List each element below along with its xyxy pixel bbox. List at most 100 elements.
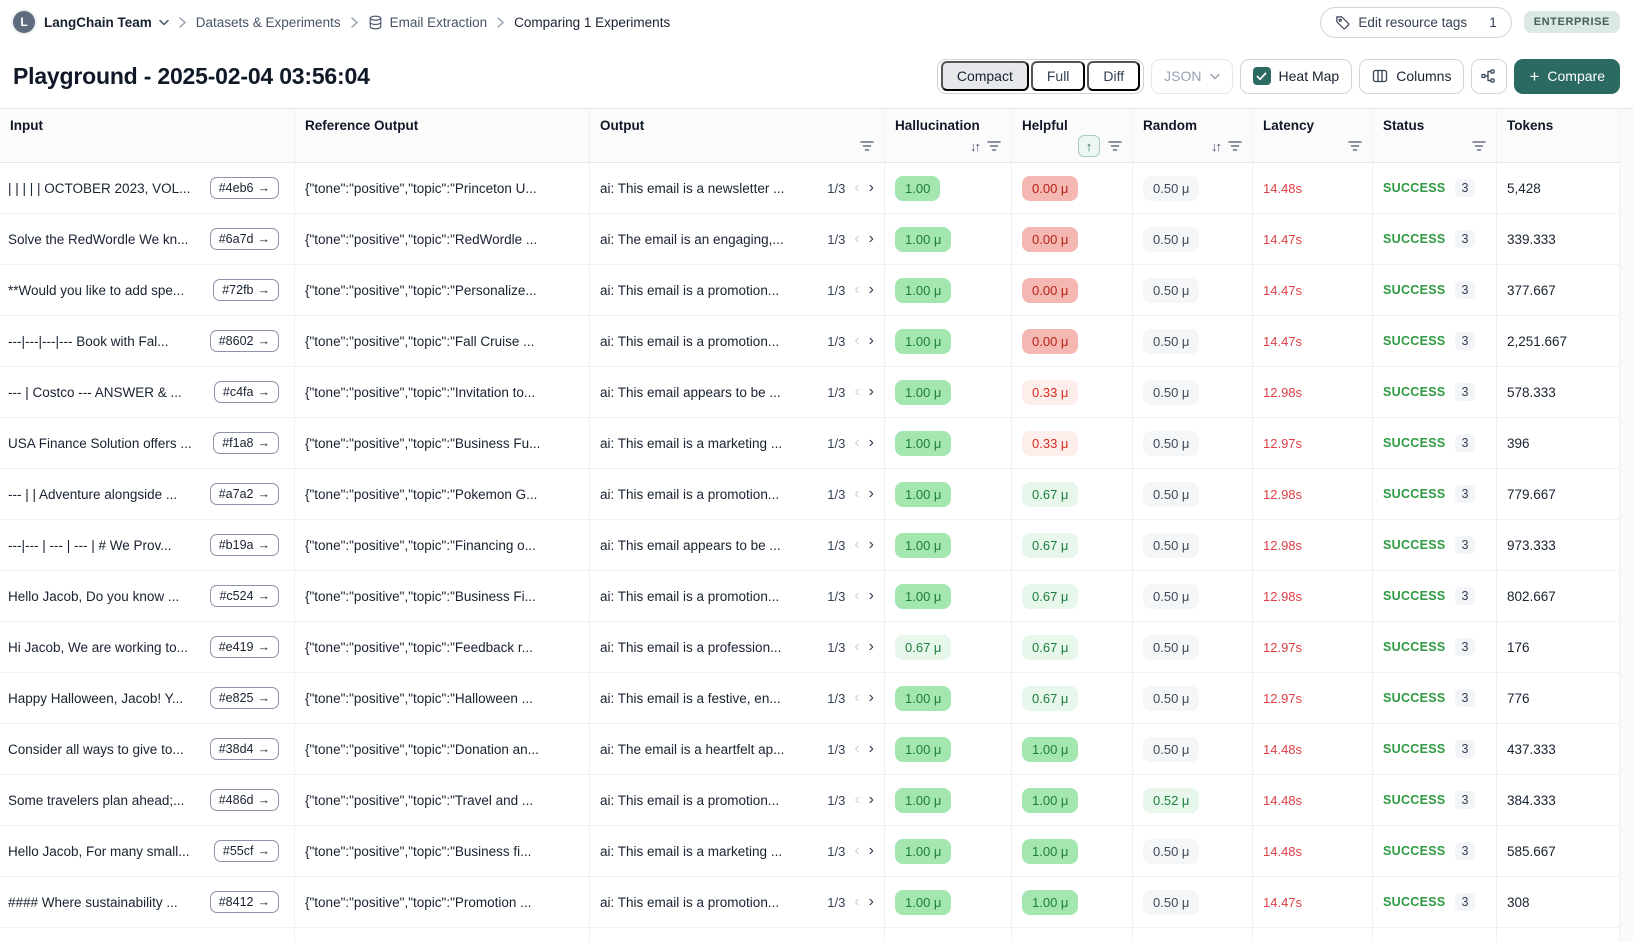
chevron-right-icon[interactable]: › — [868, 179, 874, 196]
example-id-link[interactable]: #e825 → — [209, 687, 279, 709]
edit-resource-tags-button[interactable]: Edit resource tags 1 — [1320, 6, 1512, 38]
chevron-right-icon[interactable]: › — [868, 638, 874, 655]
column-header-latency: Latency — [1253, 109, 1373, 162]
chevron-right-icon[interactable]: › — [868, 485, 874, 502]
chevron-right-icon[interactable]: › — [868, 587, 874, 604]
tree-view-button[interactable] — [1471, 58, 1508, 94]
chevron-right-icon[interactable]: › — [868, 740, 874, 757]
example-id-link[interactable]: #38d4 → — [209, 738, 279, 760]
reference-output-cell: {"tone":"positive","topic":"Invitation t… — [295, 367, 590, 417]
chevron-right-icon[interactable]: › — [868, 434, 874, 451]
reference-output-text: {"tone":"positive","topic":"Fall Cruise … — [305, 333, 535, 349]
chevron-left-icon[interactable]: ‹ — [854, 230, 860, 247]
chevron-left-icon[interactable]: ‹ — [854, 689, 860, 706]
chevron-right-icon[interactable]: › — [868, 332, 874, 349]
chevron-left-icon[interactable]: ‹ — [854, 383, 860, 400]
repetition-pager: 1/3 ‹ › — [827, 588, 874, 604]
table-row[interactable]: Hello Jacob, For many small... #55cf → {… — [0, 826, 1620, 877]
table-row[interactable]: --- | Costco --- ANSWER & ... #c4fa → {"… — [0, 367, 1620, 418]
chevron-left-icon[interactable]: ‹ — [854, 740, 860, 757]
table-row[interactable]: Hi Jacob, We are working to... #e419 → {… — [0, 622, 1620, 673]
json-format-dropdown[interactable]: JSON — [1151, 58, 1233, 94]
chevron-left-icon[interactable]: ‹ — [854, 791, 860, 808]
run-count-chip: 3 — [1454, 893, 1476, 911]
filter-icon[interactable] — [1348, 140, 1362, 152]
chevron-left-icon[interactable]: ‹ — [854, 842, 860, 859]
compare-label: Compare — [1547, 68, 1605, 84]
sort-icon[interactable]: ↓↑ — [1211, 138, 1222, 154]
table-row[interactable]: | | | | | OCTOBER 2023, VOL... #4eb6 → {… — [0, 163, 1620, 214]
example-id-link[interactable]: #c4fa → — [213, 381, 279, 403]
example-id-link[interactable]: #f1a8 → — [213, 432, 279, 454]
table-row[interactable]: Solve the RedWordle We kn... #6a7d → {"t… — [0, 214, 1620, 265]
chevron-left-icon[interactable]: ‹ — [854, 638, 860, 655]
table-row[interactable]: --- | | Adventure alongside ... #a7a2 → … — [0, 469, 1620, 520]
example-id-link[interactable]: #55cf → — [213, 840, 279, 862]
chevron-down-icon[interactable] — [159, 19, 169, 26]
chevron-right-icon[interactable]: › — [868, 842, 874, 859]
example-id-link[interactable]: #6a7d → — [209, 228, 279, 250]
repetition-pager: 1/3 ‹ › — [827, 282, 874, 298]
table-row[interactable]: #### Where sustainability ... #8412 → {"… — [0, 877, 1620, 928]
checkbox-checked-icon[interactable] — [1252, 67, 1271, 85]
chevron-left-icon[interactable]: ‹ — [854, 893, 860, 910]
filter-icon[interactable] — [1472, 140, 1486, 152]
tokens-cell: 973.333 — [1497, 520, 1620, 570]
chevron-left-icon[interactable]: ‹ — [854, 179, 860, 196]
helpful-score-badge: 0.00 μ — [1022, 277, 1079, 303]
example-id: #f1a8 — [222, 436, 254, 450]
table-row[interactable]: ---|---|---|--- Book with Fal... #8602 →… — [0, 316, 1620, 367]
example-id-link[interactable]: #c524 → — [210, 585, 279, 607]
example-id-link[interactable]: #486d → — [209, 789, 279, 811]
example-id-link[interactable]: #a7a2 → — [209, 483, 279, 505]
sort-ascending-active-icon[interactable]: ↑ — [1078, 135, 1100, 157]
chevron-right-icon[interactable]: › — [868, 536, 874, 553]
breadcrumb-org[interactable]: LangChain Team — [44, 14, 152, 30]
heat-map-label: Heat Map — [1278, 68, 1340, 84]
chevron-right-icon[interactable]: › — [868, 383, 874, 400]
chevron-right-icon[interactable]: › — [868, 230, 874, 247]
table-row[interactable]: Some travelers plan ahead;... #486d → {"… — [0, 775, 1620, 826]
tab-diff[interactable]: Diff — [1087, 61, 1141, 91]
table-row[interactable]: ---|--- | --- | --- | # We Prov... #b19a… — [0, 520, 1620, 571]
sort-icon[interactable]: ↓↑ — [970, 138, 981, 154]
chevron-right-icon[interactable]: › — [868, 281, 874, 298]
chevron-left-icon[interactable]: ‹ — [854, 536, 860, 553]
table-row[interactable]: Hello Jacob, Do you know ... #c524 → {"t… — [0, 571, 1620, 622]
compare-button[interactable]: + Compare — [1514, 58, 1620, 94]
chevron-right-icon[interactable]: › — [868, 689, 874, 706]
chevron-left-icon[interactable]: ‹ — [854, 281, 860, 298]
tab-compact[interactable]: Compact — [940, 61, 1029, 91]
example-id-link[interactable]: #8412 → — [209, 891, 279, 913]
example-id-link[interactable]: #8602 → — [209, 330, 279, 352]
breadcrumb-datasets[interactable]: Datasets & Experiments — [195, 14, 341, 30]
latency-cell: 12.97s — [1253, 673, 1373, 723]
table-row[interactable]: USA Finance Solution offers ... #f1a8 → … — [0, 418, 1620, 469]
chevron-left-icon[interactable]: ‹ — [854, 587, 860, 604]
table-row[interactable]: **Would you like to add spe... #72fb → {… — [0, 265, 1620, 316]
filter-icon[interactable] — [860, 140, 874, 152]
example-id-link[interactable]: #72fb → — [213, 279, 279, 301]
example-id-link[interactable]: #b19a → — [209, 534, 279, 556]
chevron-right-icon[interactable]: › — [868, 791, 874, 808]
breadcrumb-dataset-name[interactable]: Email Extraction — [389, 14, 488, 30]
filter-icon[interactable] — [987, 140, 1001, 152]
table-row[interactable]: Happy Halloween, Jacob! Y... #e825 → {"t… — [0, 673, 1620, 724]
filter-icon[interactable] — [1228, 140, 1242, 152]
arrow-right-icon: → — [257, 589, 271, 603]
example-id-link[interactable]: #e419 → — [209, 636, 279, 658]
reference-output-cell: {"tone":"positive","topic":"Travel and .… — [295, 775, 590, 825]
chevron-left-icon[interactable]: ‹ — [854, 485, 860, 502]
example-id-link[interactable]: #4eb6 → — [209, 177, 279, 199]
columns-button[interactable]: Columns — [1359, 58, 1465, 94]
random-cell: 0.50 μ — [1133, 418, 1253, 468]
chevron-left-icon[interactable]: ‹ — [854, 332, 860, 349]
chevron-right-icon[interactable]: › — [868, 893, 874, 910]
filter-icon[interactable] — [1108, 140, 1122, 152]
org-avatar[interactable]: L — [13, 11, 35, 33]
heat-map-toggle[interactable]: Heat Map — [1239, 58, 1353, 94]
tab-full[interactable]: Full — [1030, 61, 1086, 91]
table-row[interactable]: Consider all ways to give to... #38d4 → … — [0, 724, 1620, 775]
reference-output-cell: {"tone":"positive","topic":"RedWordle ..… — [295, 214, 590, 264]
chevron-left-icon[interactable]: ‹ — [854, 434, 860, 451]
